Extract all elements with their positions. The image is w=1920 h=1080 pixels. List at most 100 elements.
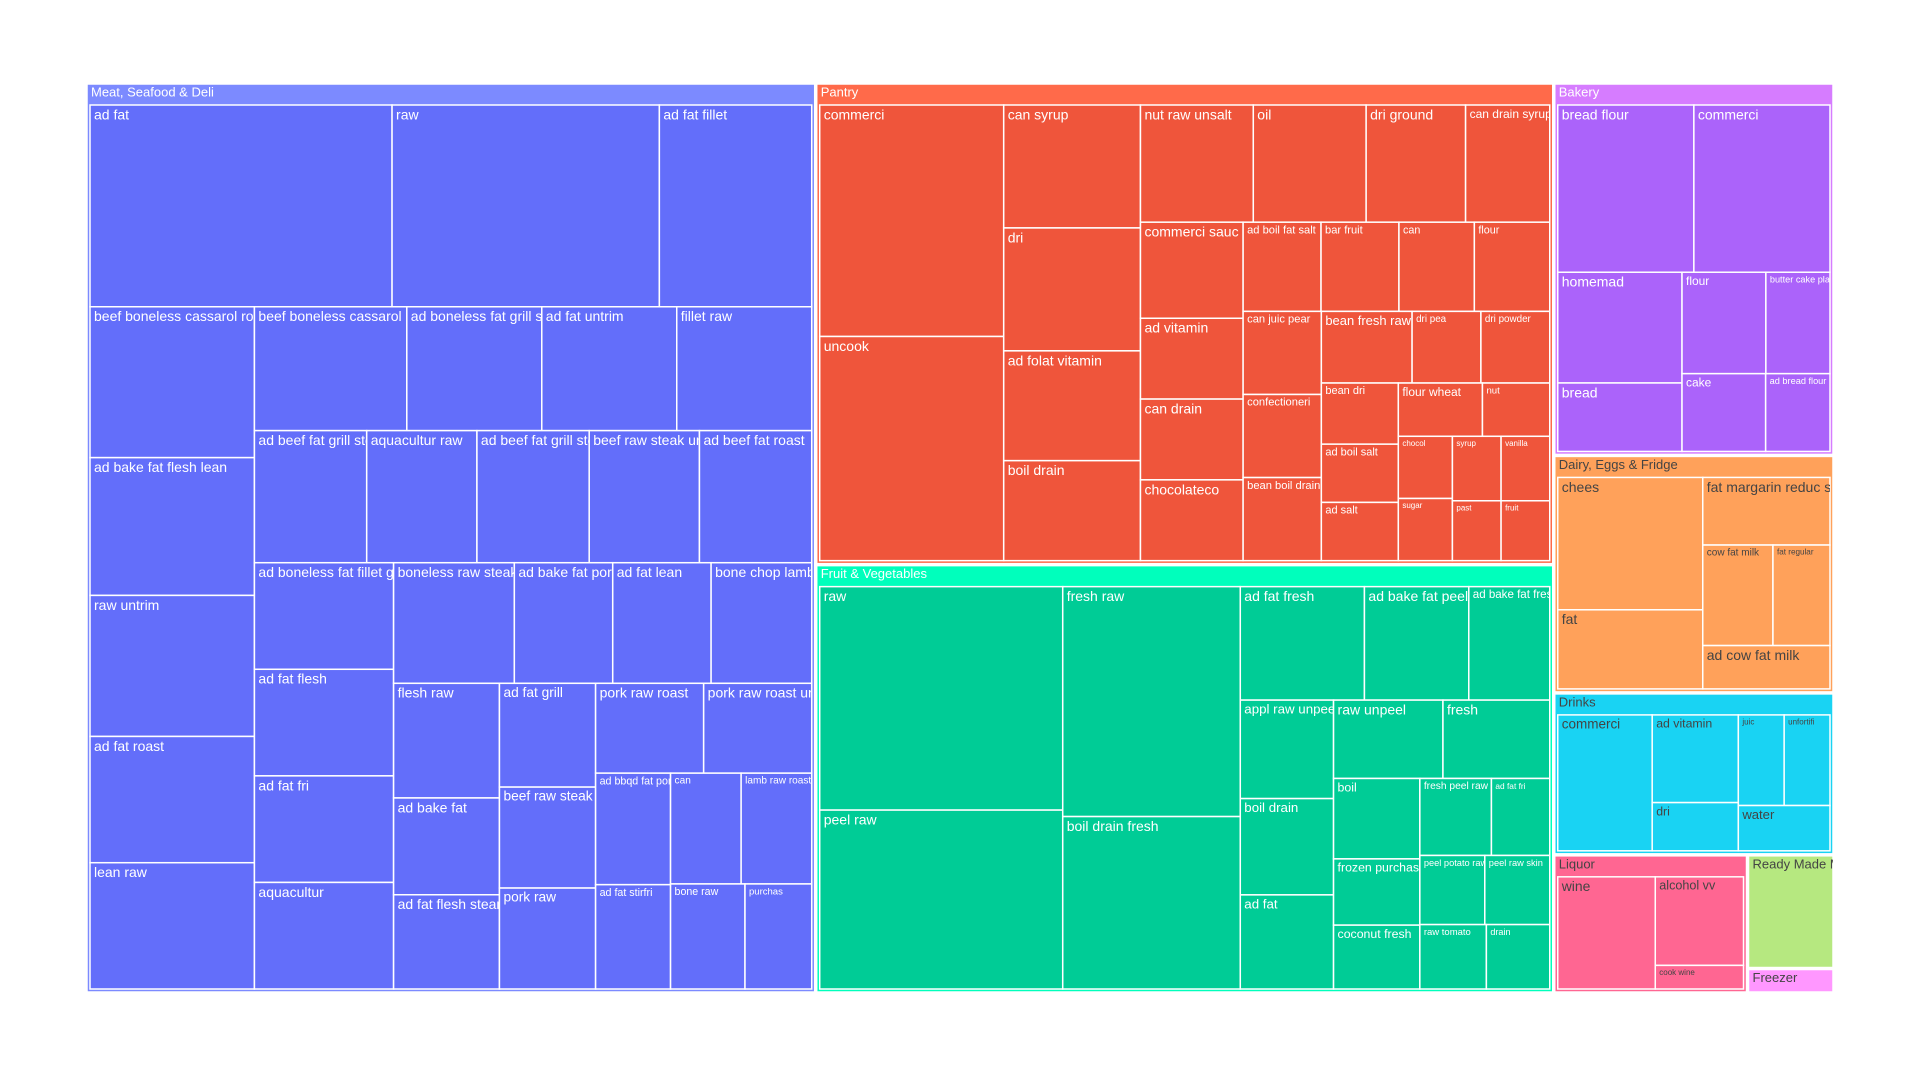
tile-label: sugar <box>1402 501 1422 510</box>
tile-label: boil drain fresh <box>1067 818 1159 834</box>
group-label: Pantry <box>821 85 859 100</box>
group-label: Drinks <box>1559 694 1596 709</box>
group-label-box: Pantry <box>821 85 859 100</box>
tile <box>669 772 742 885</box>
tile-label: dri <box>1008 229 1024 245</box>
tile-label-box: ad bake fat fresh peel <box>1473 589 1550 601</box>
tile-label-box: juic <box>1741 717 1754 726</box>
tile-label: bread flour <box>1562 106 1629 122</box>
tile-label-box: flour wheat <box>1402 385 1461 399</box>
tile-label: wine <box>1561 878 1591 894</box>
tile <box>1442 699 1551 780</box>
tile-label-box: ad boneless fat fillet grill <box>258 564 407 580</box>
tile-label: bean fresh raw <box>1325 313 1411 328</box>
tile-label-box: commerci <box>1698 106 1759 122</box>
tile-label-box: ad bake fat peel potato <box>1368 588 1511 604</box>
tile-label-box: ad bake fat flesh lean <box>94 459 227 475</box>
tile <box>698 429 813 564</box>
tile-label: bean boil drain <box>1247 480 1320 492</box>
tile-label-box: purchas <box>749 886 783 897</box>
tile-label-box: vanilla <box>1505 439 1528 448</box>
tile <box>1061 815 1242 990</box>
tile <box>1242 310 1323 396</box>
tile <box>1481 382 1551 438</box>
tile <box>594 682 705 774</box>
tile-label: boil drain <box>1008 462 1065 478</box>
tile-label-box: cook wine <box>1659 968 1695 977</box>
tile-label-box: flesh raw <box>398 685 455 701</box>
tile-label: uncook <box>824 338 870 354</box>
tile-label-box: fat <box>1562 611 1578 627</box>
tile <box>1783 714 1831 807</box>
tile-label-box: ad beef fat roast <box>703 432 804 448</box>
tile <box>1139 479 1244 562</box>
tile-label-box: aquacultur raw <box>371 432 464 448</box>
tile-label-box: ad fat fresh <box>1244 588 1314 604</box>
tile-label: alcohol vv <box>1659 879 1716 893</box>
tile-label-box: fillet raw <box>681 308 733 324</box>
tile-label: can drain <box>1144 400 1202 416</box>
tile <box>1239 797 1335 896</box>
tile-label-box: alcohol vv <box>1659 879 1716 893</box>
tile-label: pork raw <box>503 890 556 905</box>
tile-label-box: raw <box>396 106 419 122</box>
tile-label: commerci sauc <box>1144 224 1238 240</box>
tile-label-box: lean raw <box>94 864 148 880</box>
tile-label-box: ad fat <box>1244 896 1278 911</box>
tile-label: ad fat fillet <box>663 106 727 122</box>
tile <box>675 306 813 432</box>
tile-label: ad fat untrim <box>546 308 624 324</box>
tile-label-box: dri <box>1656 804 1670 818</box>
tile-label-box: commerci <box>1562 716 1620 731</box>
tile-label-box: cow fat milk <box>1707 547 1760 558</box>
tile-label: ad bake fat peel potato <box>1368 588 1511 604</box>
tile <box>740 772 813 885</box>
tile-label-box: wine <box>1561 878 1591 894</box>
tile <box>1737 804 1831 852</box>
group-label-box: Liquor <box>1559 856 1596 871</box>
tile-label-box: ad boil salt <box>1325 446 1378 458</box>
tile-label-box: fresh peel raw <box>1424 781 1489 792</box>
tile <box>669 883 746 990</box>
tile-label: ad boneless fat fillet grill <box>258 564 407 580</box>
tile <box>818 585 1064 811</box>
tile <box>1484 854 1551 926</box>
tile-label: oil <box>1257 106 1271 122</box>
tile-label: drain <box>1490 927 1510 937</box>
tile-label-box: bar fruit <box>1325 224 1364 236</box>
tile <box>89 456 256 597</box>
tile-label: vanilla <box>1505 439 1528 448</box>
tile-label: purchas <box>749 886 783 897</box>
tile <box>1002 350 1142 462</box>
tile-label: chees <box>1562 479 1599 495</box>
tile-label-box: beef raw steak <box>503 789 592 804</box>
tile-label: boil drain <box>1244 800 1298 815</box>
tile-label: pork raw roast <box>600 685 689 701</box>
tile <box>1242 221 1322 313</box>
tile <box>476 429 590 564</box>
tile-label: can drain syrup <box>1470 107 1552 121</box>
tile-label-box: coconut fresh <box>1338 927 1412 941</box>
tile-label: frozen purchas <box>1338 861 1419 875</box>
tile <box>253 561 395 671</box>
group-label: Meat, Seafood & Deli <box>91 85 214 100</box>
tile-label: ad boil fat salt <box>1247 224 1317 236</box>
tile-label: can juic pear <box>1247 314 1311 326</box>
tile <box>1772 544 1831 647</box>
tile-label-box: chees <box>1562 479 1599 495</box>
tile-label-box: cake <box>1686 375 1712 389</box>
tile-label: fat margarin reduc spread <box>1707 479 1867 495</box>
tile <box>89 861 256 990</box>
group-label-box: Drinks <box>1559 694 1596 709</box>
tile-label-box: peel raw skin <box>1489 858 1543 868</box>
tile-label: lean raw <box>94 864 148 880</box>
tile-label: ad boil salt <box>1325 446 1378 458</box>
group-label: Dairy, Eggs & Fridge <box>1559 457 1678 472</box>
tile-label-box: ad bake fat pork roast <box>518 564 612 580</box>
tile-label: bone raw <box>675 886 719 898</box>
tile-label-box: dri <box>1008 229 1024 245</box>
tile <box>1332 924 1421 990</box>
tile-label: ad fat fri <box>258 777 309 793</box>
tile-label-box: ad boil fat salt <box>1247 224 1317 236</box>
tile <box>1480 310 1551 384</box>
